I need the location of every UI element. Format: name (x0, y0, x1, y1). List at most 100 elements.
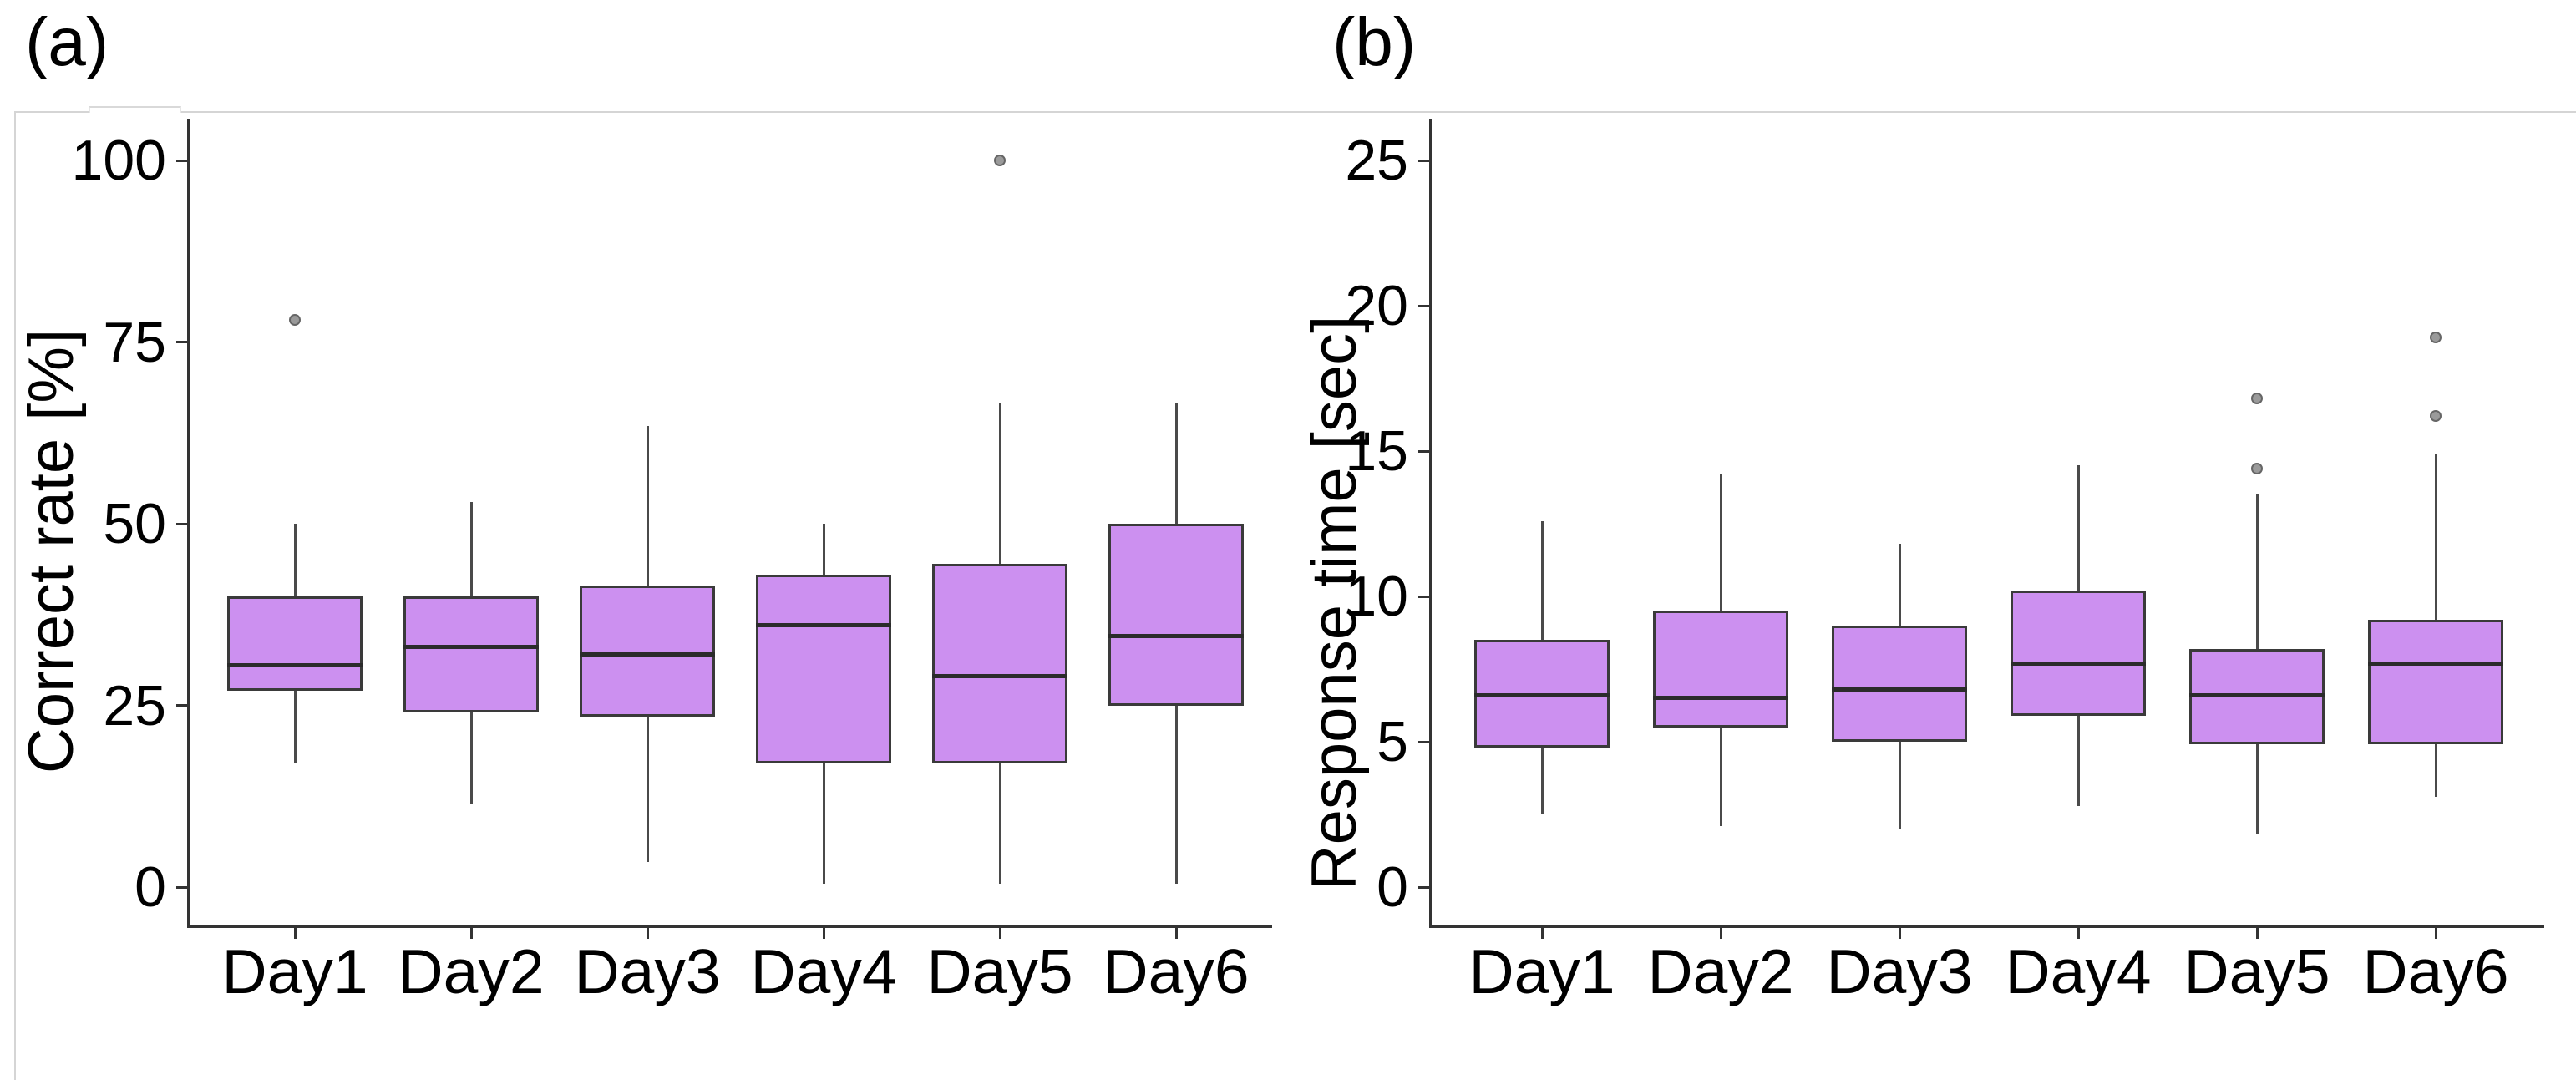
page-edge-left-line (14, 111, 16, 1080)
whisker-upper-b-Day1 (1540, 520, 1544, 641)
y-tick-label-b-5: 5 (1377, 710, 1408, 773)
whisker-upper-b-Day2 (1719, 474, 1722, 611)
y-tick-b-15 (1418, 449, 1429, 453)
whisker-upper-b-Day5 (2255, 494, 2259, 649)
y-tick-label-a-0: 0 (134, 855, 166, 919)
x-axis-line-a (187, 925, 1272, 928)
y-tick-label-b-20: 20 (1345, 274, 1408, 337)
y-tick-a-50 (176, 522, 187, 525)
median-line-b-Day1 (1474, 692, 1610, 697)
whisker-upper-a-Day6 (1174, 403, 1178, 524)
whisker-lower-a-Day1 (293, 691, 297, 764)
median-line-a-Day2 (403, 645, 539, 650)
x-tick-label-a-Day3: Day3 (574, 936, 721, 1006)
panel-label-a: (a) (25, 4, 109, 80)
x-tick-a-Day6 (1174, 928, 1178, 939)
y-tick-label-b-10: 10 (1345, 565, 1408, 628)
x-tick-label-b-Day2: Day2 (1647, 936, 1794, 1006)
x-tick-a-Day5 (998, 928, 1001, 939)
whisker-lower-a-Day6 (1174, 705, 1178, 884)
y-tick-label-a-50: 50 (103, 492, 166, 555)
whisker-upper-a-Day4 (822, 524, 825, 575)
y-tick-a-75 (176, 341, 187, 343)
whisker-lower-b-Day6 (2434, 744, 2437, 798)
y-tick-a-25 (176, 704, 187, 707)
box-b-Day4 (2011, 591, 2146, 716)
whisker-lower-b-Day4 (2077, 715, 2080, 806)
x-tick-a-Day1 (293, 928, 297, 939)
median-line-a-Day5 (932, 674, 1067, 679)
panel-a (0, 0, 1303, 1080)
box-a-Day1 (227, 596, 363, 692)
y-tick-label-b-25: 25 (1345, 129, 1408, 192)
x-tick-label-a-Day2: Day2 (398, 936, 545, 1006)
x-tick-a-Day3 (646, 928, 649, 939)
whisker-lower-b-Day3 (1898, 742, 1901, 829)
median-line-b-Day6 (2368, 661, 2503, 666)
median-line-b-Day4 (2011, 661, 2146, 666)
whisker-lower-a-Day2 (469, 712, 473, 804)
median-line-a-Day6 (1108, 634, 1244, 639)
y-tick-label-a-100: 100 (71, 129, 166, 192)
x-tick-b-Day2 (1719, 928, 1722, 939)
median-line-b-Day3 (1832, 687, 1967, 692)
y-tick-b-5 (1418, 740, 1429, 743)
x-tick-label-a-Day6: Day6 (1103, 936, 1250, 1006)
x-tick-label-b-Day6: Day6 (2362, 936, 2509, 1006)
box-a-Day4 (756, 574, 891, 764)
whisker-lower-a-Day3 (646, 716, 649, 862)
y-tick-a-100 (176, 159, 187, 162)
y-tick-b-10 (1418, 595, 1429, 598)
x-axis-line-b (1429, 925, 2544, 928)
median-line-a-Day4 (756, 623, 891, 628)
x-tick-label-b-Day1: Day1 (1468, 936, 1615, 1006)
median-line-a-Day1 (227, 663, 363, 668)
whisker-lower-a-Day4 (822, 763, 825, 884)
x-tick-label-a-Day1: Day1 (221, 936, 368, 1006)
page-edge-notch (89, 106, 181, 113)
panel-b (1303, 0, 2576, 1080)
whisker-upper-a-Day1 (293, 524, 297, 596)
x-tick-b-Day6 (2434, 928, 2437, 939)
x-tick-b-Day3 (1898, 928, 1901, 939)
box-a-Day5 (932, 563, 1067, 764)
x-tick-label-b-Day4: Day4 (2005, 936, 2152, 1006)
outlier-dot-b-Day6-0 (2430, 332, 2442, 344)
whisker-upper-b-Day4 (2077, 465, 2080, 591)
x-tick-label-a-Day5: Day5 (926, 936, 1073, 1006)
y-axis-line-a (187, 119, 190, 928)
y-tick-label-b-0: 0 (1377, 855, 1408, 919)
box-b-Day6 (2368, 619, 2503, 745)
outlier-dot-b-Day5-1 (2251, 462, 2263, 474)
whisker-lower-b-Day1 (1540, 747, 1544, 814)
x-tick-label-b-Day5: Day5 (2183, 936, 2330, 1006)
y-tick-b-20 (1418, 304, 1429, 307)
outlier-dot-a-Day1-0 (289, 314, 301, 327)
box-a-Day2 (403, 596, 539, 713)
box-a-Day6 (1108, 524, 1244, 706)
outlier-dot-a-Day5-0 (994, 155, 1006, 166)
whisker-upper-a-Day5 (998, 403, 1001, 564)
y-tick-label-a-75: 75 (103, 310, 166, 374)
y-tick-label-a-25: 25 (103, 673, 166, 738)
x-tick-label-b-Day3: Day3 (1826, 936, 1973, 1006)
x-tick-b-Day1 (1540, 928, 1544, 939)
whisker-upper-b-Day6 (2434, 454, 2437, 620)
outlier-dot-b-Day6-1 (2430, 410, 2442, 423)
x-tick-a-Day2 (469, 928, 473, 939)
x-tick-a-Day4 (822, 928, 825, 939)
box-b-Day3 (1832, 625, 1967, 742)
page-edge-top-line (14, 111, 2576, 113)
outlier-dot-b-Day5-0 (2251, 393, 2263, 405)
median-line-b-Day2 (1653, 696, 1788, 701)
whisker-lower-b-Day2 (1719, 727, 1722, 826)
median-line-b-Day5 (2189, 692, 2325, 697)
x-tick-label-a-Day4: Day4 (750, 936, 897, 1006)
panel-label-b: (b) (1332, 4, 1417, 80)
y-tick-a-0 (176, 885, 187, 889)
box-b-Day2 (1653, 611, 1788, 728)
y-tick-b-25 (1418, 159, 1429, 162)
box-a-Day3 (580, 585, 715, 717)
whisker-upper-a-Day2 (469, 501, 473, 596)
